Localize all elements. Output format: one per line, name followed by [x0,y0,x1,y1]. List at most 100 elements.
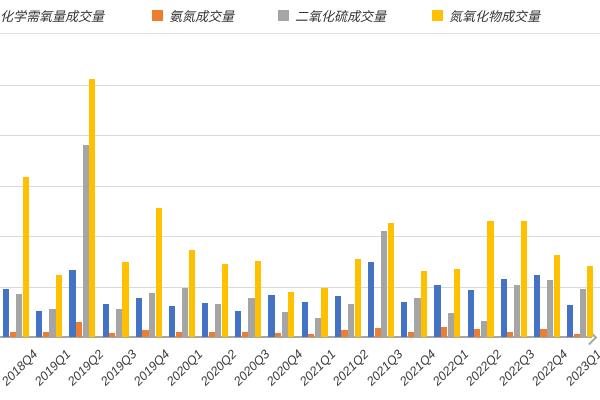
bar-2021Q2-series2 [348,303,355,337]
x-axis-label-2020Q3: 2020Q3 [230,347,273,389]
legend-item-ammonia: 氨氮成交量 [152,7,235,24]
bar-2022Q4-series2 [547,279,554,337]
bar-2021Q1-series0 [301,301,308,337]
legend-item-nox: 氮氧化物成交量 [432,7,541,24]
bar-2020Q3-series0 [235,310,242,337]
bar-2020Q1-series0 [168,305,176,337]
bar-2019Q1-series1 [42,331,49,337]
x-axis-line [0,336,592,338]
bar-2019Q4-series3 [155,207,162,337]
bar-2023Q1-series3 [586,266,594,337]
x-axis-label-2022Q3: 2022Q3 [496,347,538,389]
bar-2021Q4-series1 [407,331,414,337]
legend-marker-nox-square [432,9,443,21]
gridline [0,185,600,187]
legend-separator-line [0,33,600,34]
bar-2020Q4-series3 [288,291,295,337]
bar-2021Q2-series0 [334,295,341,337]
bar-2018Q4-series2 [16,293,23,337]
bar-2022Q3-series2 [513,284,521,337]
bar-2021Q3-series3 [387,223,394,337]
x-axis-label-2022Q4: 2022Q4 [529,347,571,389]
bar-2020Q1-series2 [182,287,189,337]
x-axis-label-2022Q2: 2022Q2 [463,347,505,389]
x-axis-label-2021Q1: 2021Q1 [297,347,339,389]
bar-2023Q1-series1 [573,333,580,337]
bar-2019Q2-series1 [75,321,83,337]
bar-2021Q2-series1 [341,329,348,337]
bar-2019Q4-series0 [135,297,142,337]
bar-2018Q4-series0 [3,288,10,337]
bar-2022Q1-series3 [454,269,461,337]
bar-2019Q3-series3 [122,262,129,337]
legend-item-cod: 化学需氧量成交量 [0,7,105,24]
bar-2023Q1-series0 [567,304,574,337]
bar-2022Q1-series1 [440,326,448,337]
bar-2019Q4-series1 [142,329,149,337]
x-axis-label-2020Q2: 2020Q2 [197,347,239,389]
bar-2023Q1-series2 [580,288,587,337]
bar-2018Q4-series1 [9,331,16,337]
x-axis-label-2020Q1: 2020Q1 [164,347,206,389]
bar-2022Q1-series2 [447,312,454,337]
legend-label-so2: 二氧化硫成交量 [295,8,387,24]
bar-2019Q1-series3 [55,274,63,337]
bar-2020Q2-series2 [215,303,222,337]
bar-2020Q3-series1 [241,331,249,337]
legend-marker-so2-square [278,9,289,21]
legend-item-so2: 二氧化硫成交量 [278,7,387,24]
bar-2022Q4-series3 [553,255,560,337]
legend-marker-ammonia-square [152,9,163,21]
bar-2020Q1-series3 [188,250,195,337]
x-axis-label-2019Q1: 2019Q1 [31,347,74,389]
gridline [0,236,600,238]
bar-2019Q2-series2 [82,145,89,337]
bar-2021Q2-series3 [354,259,361,337]
bar-2021Q3-series0 [367,262,375,337]
x-axis-label-2020Q4: 2020Q4 [263,347,306,389]
bar-2020Q3-series3 [255,261,262,337]
legend-label-cod: 化学需氧量成交量 [0,8,105,24]
legend-label-ammonia: 氨氮成交量 [169,8,235,24]
bar-2021Q3-series1 [374,327,381,337]
bar-2021Q1-series3 [321,287,328,337]
bar-2019Q3-series1 [109,332,116,337]
bar-2022Q2-series1 [474,328,481,337]
bar-2019Q4-series2 [148,292,156,337]
x-axis-label-2018Q4: 2018Q4 [0,347,40,389]
bar-2020Q2-series3 [221,264,229,337]
bar-2019Q2-series3 [89,78,96,337]
bar-2021Q4-series0 [401,301,408,337]
bar-2022Q3-series1 [507,331,514,337]
bar-2022Q4-series1 [540,328,547,337]
bar-2021Q4-series2 [414,297,421,337]
x-axis-label-2021Q2: 2021Q2 [330,347,372,389]
x-axis-label-2023Q1: 2023Q1 [562,347,600,389]
bar-2021Q1-series2 [314,317,321,337]
legend-label-nox: 氮氧化物成交量 [449,8,541,24]
x-axis-label-2021Q3: 2021Q3 [363,347,405,389]
bar-2019Q3-series0 [102,303,109,337]
x-axis-label-2022Q1: 2022Q1 [429,347,472,389]
bar-2020Q1-series1 [175,331,182,337]
bar-2020Q2-series0 [202,302,209,337]
bar-2020Q2-series1 [208,331,215,337]
bar-2021Q3-series2 [381,231,388,337]
bar-2019Q1-series2 [49,308,56,337]
bar-2022Q2-series0 [467,289,474,337]
bar-2022Q2-series2 [480,320,487,337]
x-axis-label-2021Q4: 2021Q4 [396,347,439,389]
bar-2018Q4-series3 [22,176,29,337]
gridline [0,135,600,137]
bar-2019Q3-series2 [115,308,122,337]
bar-2022Q1-series0 [434,284,441,337]
x-axis-label-2019Q4: 2019Q4 [131,347,173,389]
bar-2019Q1-series0 [36,310,43,337]
bar-2022Q4-series0 [533,274,541,337]
x-axis-label-2019Q2: 2019Q2 [64,347,107,389]
bar-2022Q3-series0 [500,278,507,337]
bar-2020Q4-series1 [275,332,282,337]
bar-2021Q4-series3 [420,271,428,337]
